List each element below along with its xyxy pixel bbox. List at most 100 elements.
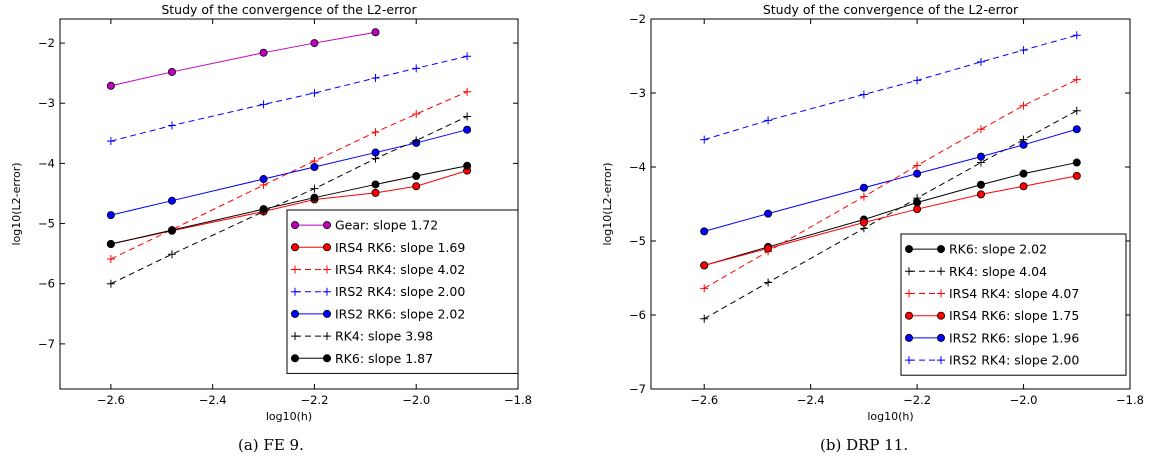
legend-marker: [905, 267, 913, 276]
legend-marker: [905, 311, 914, 320]
legend-marker: [290, 309, 299, 318]
legend-label: IRS4 RK4: slope 4.07: [949, 286, 1079, 301]
data-point: [764, 278, 773, 287]
series-3: [106, 52, 472, 146]
y-axis-label: log10(L2-error): [601, 162, 614, 245]
data-point: [106, 240, 115, 249]
data-point: [1072, 125, 1081, 134]
chart-title: Study of the convergence of the L2-error: [161, 2, 417, 17]
legend-label: RK4: slope 4.04: [949, 264, 1047, 279]
data-point: [1072, 106, 1081, 115]
legend: Gear: slope 1.72 IRS4 RK6: slope 1.69 IRS4…: [286, 209, 519, 374]
x-axis-label: log10(h): [266, 410, 312, 423]
y-tick-label: −5: [629, 234, 646, 248]
data-point: [700, 135, 709, 144]
y-tick-label: −3: [629, 86, 646, 100]
legend-label: RK6: slope 2.02: [949, 242, 1047, 257]
data-point: [412, 64, 421, 73]
series-line: [110, 31, 376, 87]
data-point: [371, 180, 380, 189]
legend-marker: [937, 267, 945, 276]
data-point: [1072, 171, 1081, 180]
data-point: [700, 314, 709, 323]
chart-title: Study of the convergence of the L2-error: [763, 2, 1019, 17]
legend-marker: [937, 289, 945, 298]
plot-frame: [59, 18, 519, 390]
data-point: [167, 250, 176, 259]
data-point: [1019, 101, 1028, 110]
legend-marker: [905, 245, 914, 254]
data-point: [913, 169, 922, 178]
y-tick-label: −2: [38, 36, 55, 50]
y-tick-label: −6: [38, 277, 55, 291]
data-point: [106, 279, 115, 288]
data-point: [167, 226, 176, 235]
legend-marker: [937, 311, 946, 320]
legend-marker: [291, 265, 299, 274]
data-point: [412, 136, 421, 145]
data-point: [700, 261, 709, 270]
data-point: [1019, 169, 1028, 178]
data-point: [700, 284, 709, 293]
legend-marker: [323, 265, 331, 274]
legend-marker: [937, 245, 946, 254]
x-tick-label: −2.2: [903, 393, 931, 407]
legend-marker: [323, 287, 331, 296]
series-6: [106, 161, 472, 249]
legend-label: IRS4 RK6: slope 1.69: [335, 240, 465, 255]
x-tick-label: −1.8: [504, 393, 532, 407]
legend-label: RK6: slope 1.87: [335, 351, 433, 366]
data-point: [913, 161, 922, 170]
data-point: [167, 196, 176, 205]
data-point: [913, 205, 922, 214]
legend-label: Gear: slope 1.72: [335, 218, 438, 233]
data-point: [913, 194, 922, 203]
data-point: [976, 152, 985, 161]
chart-panel-1: Study of the convergence of the L2-error…: [601, 2, 1144, 423]
data-point: [1072, 75, 1081, 84]
legend-marker: [905, 356, 913, 365]
data-point: [913, 76, 922, 85]
series-5: [700, 31, 1081, 144]
data-point: [764, 244, 773, 253]
data-point: [976, 57, 985, 66]
legend-label: RK4: slope 3.98: [335, 329, 433, 344]
legend-marker: [290, 221, 299, 230]
y-tick-label: −5: [38, 217, 55, 231]
data-point: [463, 112, 472, 121]
series-0: [106, 28, 380, 90]
x-tick-label: −2.0: [402, 393, 430, 407]
legend-label: IRS2 RK4: slope 2.00: [949, 353, 1079, 368]
series-1: [700, 106, 1081, 323]
legend: RK6: slope 2.02 RK4: slope 4.04 IRS4 RK4: …: [900, 233, 1127, 376]
data-point: [1072, 31, 1081, 40]
data-point: [700, 227, 709, 236]
data-point: [463, 52, 472, 61]
legend-marker: [905, 289, 913, 298]
data-point: [310, 162, 319, 171]
caption-drp11: (b) DRP 11.: [820, 436, 909, 454]
legend-label: IRS2 RK6: slope 1.96: [949, 330, 1079, 345]
legend-marker: [322, 243, 331, 252]
data-point: [412, 172, 421, 181]
legend-marker: [905, 333, 914, 342]
legend-marker: [291, 287, 299, 296]
y-axis-label: log10(L2-error): [10, 162, 23, 245]
data-point: [1019, 140, 1028, 149]
y-tick-label: −6: [629, 308, 646, 322]
data-point: [371, 73, 380, 82]
data-point: [463, 161, 472, 170]
data-point: [976, 125, 985, 134]
data-point: [859, 183, 868, 192]
legend-marker: [290, 243, 299, 252]
y-tick-label: −7: [38, 337, 55, 351]
data-point: [371, 128, 380, 137]
legend-marker: [322, 309, 331, 318]
x-axis-label: log10(h): [867, 410, 913, 423]
data-point: [764, 209, 773, 218]
y-tick-label: −3: [38, 96, 55, 110]
data-point: [106, 255, 115, 264]
data-point: [310, 193, 319, 202]
data-point: [976, 190, 985, 199]
data-point: [167, 121, 176, 130]
